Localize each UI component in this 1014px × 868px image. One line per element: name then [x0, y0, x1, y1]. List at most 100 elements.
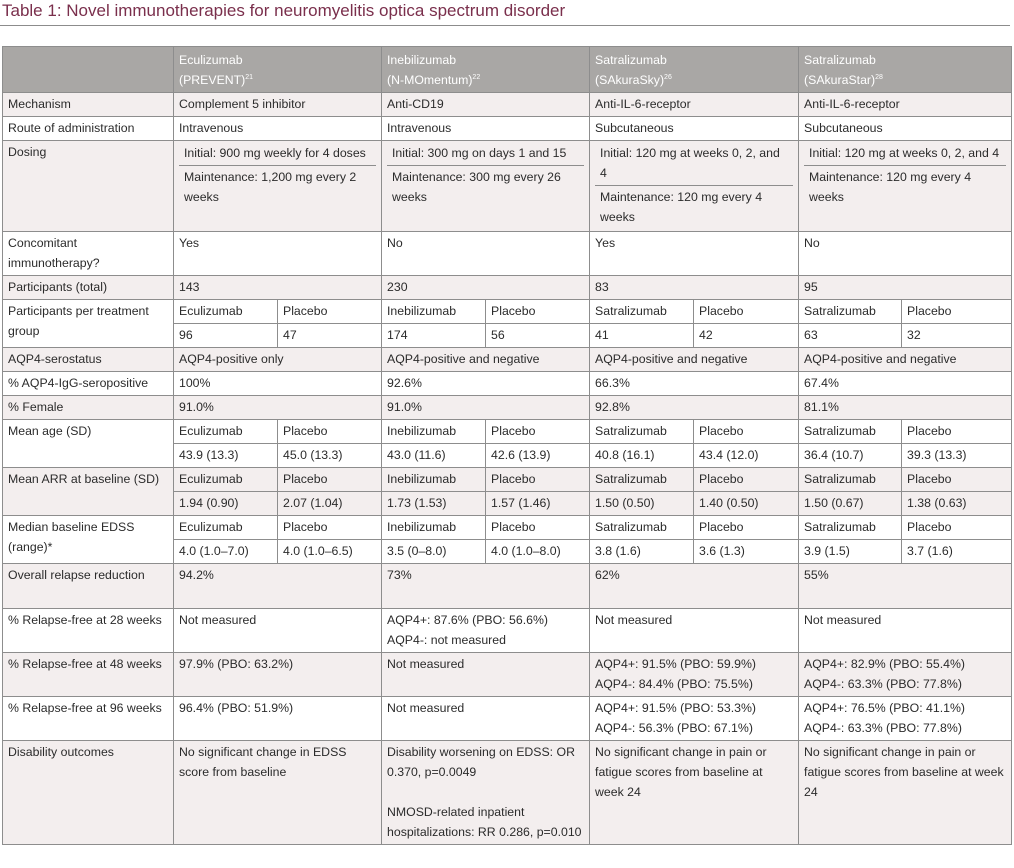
aqp4-positive-result: AQP4+: 76.5% (PBO: 41.1%) [804, 701, 965, 715]
dosing-initial: Initial: 120 mg at weeks 0, 2, and 4 [595, 142, 794, 186]
table-cell: 1.57 (1.46) [485, 491, 591, 516]
table-cell: Satralizumab [798, 467, 903, 492]
table-cell: Inebilizumab [381, 299, 487, 324]
row-label: Overall relapse reduction [2, 563, 174, 609]
table-cell: 4.0 (1.0–6.5) [276, 539, 383, 564]
table-cell: 66.3% [589, 371, 800, 396]
table-row-arr-values: 1.94 (0.90) 2.07 (1.04) 1.73 (1.53) 1.57… [3, 491, 1013, 516]
table-cell: Placebo [901, 419, 1013, 444]
table-row-relapse-free-28: % Relapse-free at 28 weeks Not measured … [2, 608, 1013, 653]
table-cell: AQP4-positive and negative [798, 347, 1013, 372]
table-cell: Anti-IL-6-receptor [798, 92, 1013, 117]
table-cell: Eculizumab [173, 299, 278, 324]
table-cell: Satralizumab [589, 299, 695, 324]
table-row-participants: Participants (total) 143 230 83 95 [2, 275, 1013, 300]
table-cell: AQP4-positive only [172, 347, 383, 372]
table-cell: AQP4-positive and negative [589, 347, 800, 372]
table-cell: Placebo [485, 299, 591, 324]
table-cell: 1.50 (0.50) [589, 491, 695, 516]
table-cell: Not measured [589, 608, 800, 653]
table-cell: 1.38 (0.63) [901, 491, 1013, 516]
table-cell: Eculizumab [173, 419, 278, 444]
table-cell: Anti-IL-6-receptor [589, 92, 800, 117]
table-cell: 3.7 (1.6) [901, 539, 1013, 564]
table-cell: Initial: 120 mg at weeks 0, 2, and 4 Mai… [589, 140, 800, 232]
row-label: Mean age (SD) [2, 419, 174, 468]
table-header-row: Eculizumab (PREVENT)21 Inebilizumab (N-M… [2, 46, 1013, 93]
table-cell: Placebo [276, 419, 383, 444]
table-cell: 73% [381, 563, 591, 609]
table-row-relapse-free-48: % Relapse-free at 48 weeks 97.9% (PBO: 6… [2, 652, 1013, 697]
table-cell: Subcutaneous [589, 116, 800, 141]
table-cell: 41 [589, 323, 695, 348]
table-cell: 91.0% [381, 395, 591, 420]
aqp4-negative-result: AQP4-: 84.4% (PBO: 75.5%) [595, 677, 753, 691]
table-cell: Yes [172, 231, 383, 276]
table-cell: Placebo [276, 299, 383, 324]
aqp4-positive-result: AQP4+: 91.5% (PBO: 53.3%) [595, 701, 756, 715]
table-cell: 174 [381, 323, 487, 348]
table-cell: Placebo [901, 467, 1013, 492]
hospitalizations: NMOSD-related inpatient hospitalizations… [387, 805, 582, 839]
table-row-disability: Disability outcomes No significant chang… [2, 740, 1013, 845]
table-cell: 43.0 (11.6) [381, 443, 487, 468]
table-cell: Placebo [901, 299, 1013, 324]
table-cell: 43.4 (12.0) [693, 443, 800, 468]
table-cell: 56 [485, 323, 591, 348]
table-cell: 40.8 (16.1) [589, 443, 695, 468]
table-cell: 36.4 (10.7) [798, 443, 903, 468]
row-label: % Female [2, 395, 174, 420]
title-divider [0, 25, 1010, 26]
table-cell: Eculizumab [173, 467, 278, 492]
table-row-female: % Female 91.0% 91.0% 92.8% 81.1% [2, 395, 1013, 420]
table-cell: Initial: 900 mg weekly for 4 doses Maint… [172, 140, 383, 232]
header-drug: Inebilizumab [387, 53, 457, 67]
table-row-per-group-values: 96 47 174 56 41 42 63 32 [3, 323, 1013, 348]
table-cell: No [381, 231, 591, 276]
dosing-maintenance: Maintenance: 300 mg every 26 weeks [392, 170, 561, 204]
row-label: Mean ARR at baseline (SD) [2, 467, 174, 516]
table-cell: 95 [798, 275, 1013, 300]
table-cell: 92.8% [589, 395, 800, 420]
table-row-mechanism: Mechanism Complement 5 inhibitor Anti-CD… [2, 92, 1013, 117]
table-cell: 39.3 (13.3) [901, 443, 1013, 468]
aqp4-positive-result: AQP4+: 91.5% (PBO: 59.9%) [595, 657, 756, 671]
table-row-arr: Mean ARR at baseline (SD) Eculizumab Pla… [2, 467, 1013, 516]
header-col-1: Eculizumab (PREVENT)21 [172, 46, 383, 93]
table-cell: Placebo [693, 515, 800, 540]
table-cell: 1.73 (1.53) [381, 491, 487, 516]
table-cell: 96.4% (PBO: 51.9%) [172, 696, 383, 741]
table-cell: Satralizumab [798, 515, 903, 540]
table-cell: 42 [693, 323, 800, 348]
table-cell: Placebo [485, 515, 591, 540]
row-label: % Relapse-free at 96 weeks [2, 696, 174, 741]
header-trial: (N-MOmentum) [387, 73, 473, 87]
aqp4-negative-result: AQP4-: 63.3% (PBO: 77.8%) [804, 721, 962, 735]
header-ref: 22 [472, 73, 481, 81]
table-row-seropositive: % AQP4-IgG-seropositive 100% 92.6% 66.3%… [2, 371, 1013, 396]
table-cell: 143 [172, 275, 383, 300]
table-row-route: Route of administration Intravenous Intr… [2, 116, 1013, 141]
table-cell: Placebo [485, 419, 591, 444]
table-cell: Placebo [693, 299, 800, 324]
header-col-3: Satralizumab (SAkuraSky)26 [589, 46, 800, 93]
header-trial: (SAkuraSky) [595, 73, 665, 87]
table-cell: Not measured [798, 608, 1013, 653]
table-cell: 1.40 (0.50) [693, 491, 800, 516]
table-cell: 47 [276, 323, 383, 348]
table-cell: AQP4+: 87.6% (PBO: 56.6%) AQP4-: not mea… [381, 608, 591, 653]
table-cell: 97.9% (PBO: 63.2%) [172, 652, 383, 697]
aqp4-positive-result: AQP4+: 87.6% (PBO: 56.6%) [387, 613, 548, 627]
table-cell: Intravenous [381, 116, 591, 141]
table-row-relapse-reduction: Overall relapse reduction 94.2% 73% 62% … [2, 563, 1013, 609]
header-drug: Eculizumab [179, 53, 243, 67]
table-cell: Satralizumab [589, 467, 695, 492]
header-ref: 21 [245, 73, 254, 81]
dosing-maintenance: Maintenance: 120 mg every 4 weeks [600, 190, 763, 224]
table-cell: Inebilizumab [381, 515, 487, 540]
table-cell: No significant change in pain or fatigue… [798, 740, 1013, 845]
table-cell: 62% [589, 563, 800, 609]
table-row-relapse-free-96: % Relapse-free at 96 weeks 96.4% (PBO: 5… [2, 696, 1013, 741]
table-cell: No [798, 231, 1013, 276]
table-cell: 230 [381, 275, 591, 300]
